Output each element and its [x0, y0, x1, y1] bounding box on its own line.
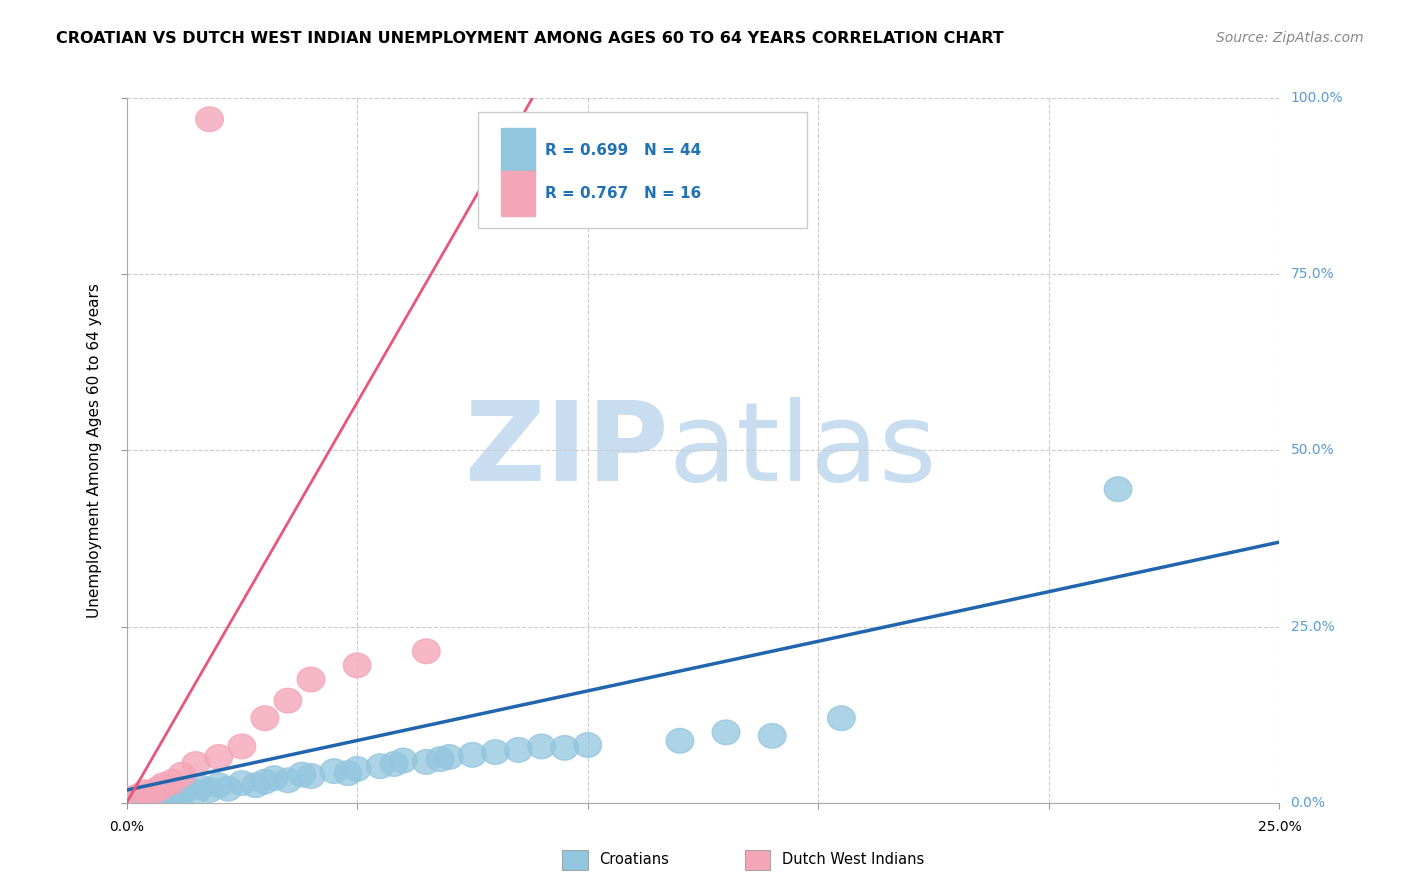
Ellipse shape — [159, 783, 187, 808]
Ellipse shape — [527, 734, 555, 759]
Ellipse shape — [149, 772, 177, 797]
Ellipse shape — [242, 772, 270, 797]
Ellipse shape — [149, 785, 177, 810]
Ellipse shape — [181, 780, 209, 805]
Y-axis label: Unemployment Among Ages 60 to 64 years: Unemployment Among Ages 60 to 64 years — [87, 283, 103, 618]
Ellipse shape — [252, 706, 278, 731]
Ellipse shape — [145, 782, 173, 806]
Text: 25.0%: 25.0% — [1257, 820, 1302, 834]
Ellipse shape — [288, 763, 315, 787]
Ellipse shape — [482, 739, 509, 764]
Ellipse shape — [758, 723, 786, 748]
Ellipse shape — [343, 756, 371, 781]
Ellipse shape — [367, 754, 394, 779]
Ellipse shape — [274, 689, 302, 713]
Ellipse shape — [228, 734, 256, 759]
FancyBboxPatch shape — [502, 170, 534, 216]
Ellipse shape — [122, 787, 149, 812]
Text: atlas: atlas — [668, 397, 936, 504]
Ellipse shape — [389, 748, 418, 772]
Text: Source: ZipAtlas.com: Source: ZipAtlas.com — [1216, 31, 1364, 45]
Ellipse shape — [321, 759, 347, 783]
Ellipse shape — [666, 729, 693, 753]
Ellipse shape — [159, 769, 187, 794]
Ellipse shape — [131, 789, 159, 813]
Ellipse shape — [335, 761, 361, 786]
Ellipse shape — [297, 667, 325, 692]
Ellipse shape — [169, 763, 195, 787]
Ellipse shape — [195, 778, 224, 803]
Ellipse shape — [436, 745, 463, 769]
Ellipse shape — [713, 720, 740, 745]
Ellipse shape — [127, 785, 155, 810]
Ellipse shape — [412, 749, 440, 774]
Ellipse shape — [163, 778, 191, 803]
Ellipse shape — [274, 768, 302, 793]
Ellipse shape — [187, 775, 214, 799]
Text: R = 0.767   N = 16: R = 0.767 N = 16 — [546, 186, 702, 201]
Ellipse shape — [136, 783, 163, 808]
Ellipse shape — [155, 780, 181, 805]
Ellipse shape — [141, 787, 169, 812]
FancyBboxPatch shape — [478, 112, 807, 228]
Ellipse shape — [136, 782, 163, 806]
Ellipse shape — [214, 776, 242, 801]
Ellipse shape — [426, 747, 454, 772]
Text: ZIP: ZIP — [465, 397, 668, 504]
Ellipse shape — [228, 771, 256, 796]
Text: Croatians: Croatians — [599, 853, 669, 867]
FancyBboxPatch shape — [502, 128, 534, 174]
Text: CROATIAN VS DUTCH WEST INDIAN UNEMPLOYMENT AMONG AGES 60 TO 64 YEARS CORRELATION: CROATIAN VS DUTCH WEST INDIAN UNEMPLOYME… — [56, 31, 1004, 46]
Ellipse shape — [252, 769, 278, 794]
Ellipse shape — [343, 653, 371, 678]
Ellipse shape — [551, 736, 578, 760]
Text: 75.0%: 75.0% — [1291, 268, 1334, 281]
Ellipse shape — [131, 780, 159, 805]
Text: Dutch West Indians: Dutch West Indians — [782, 853, 924, 867]
Ellipse shape — [412, 639, 440, 664]
Ellipse shape — [574, 732, 602, 757]
Ellipse shape — [145, 776, 173, 801]
Text: 100.0%: 100.0% — [1291, 91, 1343, 105]
Text: 50.0%: 50.0% — [1291, 443, 1334, 458]
Ellipse shape — [205, 745, 232, 769]
Text: 0.0%: 0.0% — [1291, 796, 1326, 810]
Ellipse shape — [458, 742, 486, 767]
Ellipse shape — [205, 772, 232, 797]
Ellipse shape — [505, 738, 533, 763]
Ellipse shape — [122, 785, 149, 810]
Ellipse shape — [169, 782, 195, 806]
Ellipse shape — [1104, 477, 1132, 501]
Text: 0.0%: 0.0% — [110, 820, 143, 834]
Text: 25.0%: 25.0% — [1291, 620, 1334, 633]
Ellipse shape — [297, 764, 325, 789]
Ellipse shape — [181, 752, 209, 776]
Ellipse shape — [260, 766, 288, 790]
Ellipse shape — [173, 776, 200, 801]
Ellipse shape — [828, 706, 855, 731]
Ellipse shape — [195, 107, 224, 132]
Ellipse shape — [380, 752, 408, 776]
Text: R = 0.699   N = 44: R = 0.699 N = 44 — [546, 144, 702, 159]
